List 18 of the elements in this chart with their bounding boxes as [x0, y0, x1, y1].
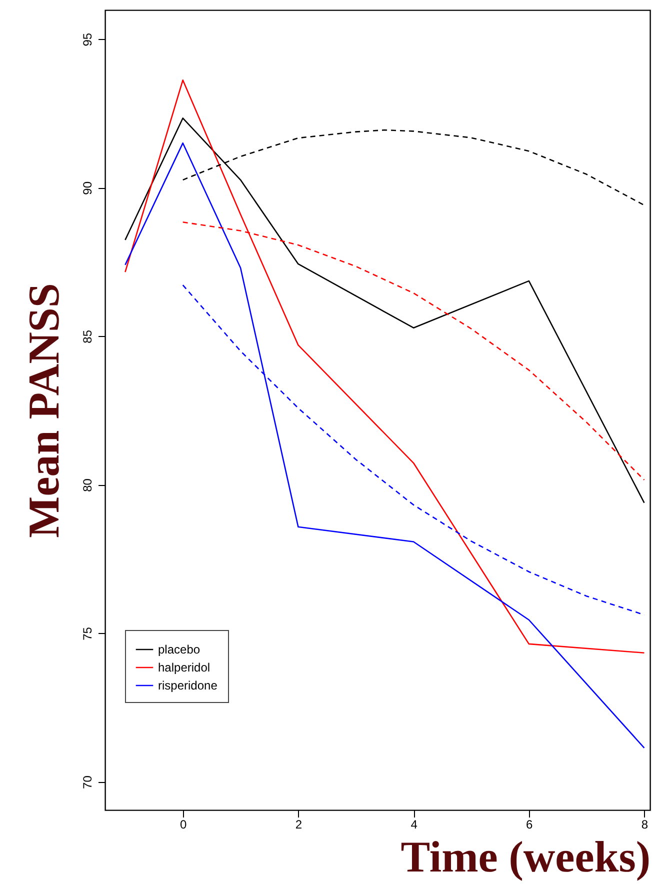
y-axis-title: Mean PANSS — [20, 283, 68, 538]
legend-label: halperidol — [158, 660, 210, 674]
x-tick-label: 0 — [180, 818, 188, 832]
y-tick-label: 75 — [80, 626, 94, 640]
x-tick-label: 8 — [641, 818, 648, 832]
line-series — [124, 142, 645, 749]
x-tick-label: 4 — [410, 818, 418, 832]
legend-label: placebo — [158, 642, 200, 656]
x-axis-title: Time (weeks) — [400, 832, 650, 882]
y-tick-label: 85 — [80, 330, 94, 344]
x-tick-label: 2 — [295, 818, 302, 832]
line-series — [124, 117, 645, 504]
y-tick-label: 70 — [80, 775, 94, 789]
y-tick-label: 80 — [80, 478, 94, 492]
legend-label: risperidone — [158, 678, 218, 692]
y-tick-label: 90 — [80, 181, 94, 195]
y-tick-label: 95 — [80, 32, 94, 46]
x-tick-label: 6 — [526, 818, 534, 832]
